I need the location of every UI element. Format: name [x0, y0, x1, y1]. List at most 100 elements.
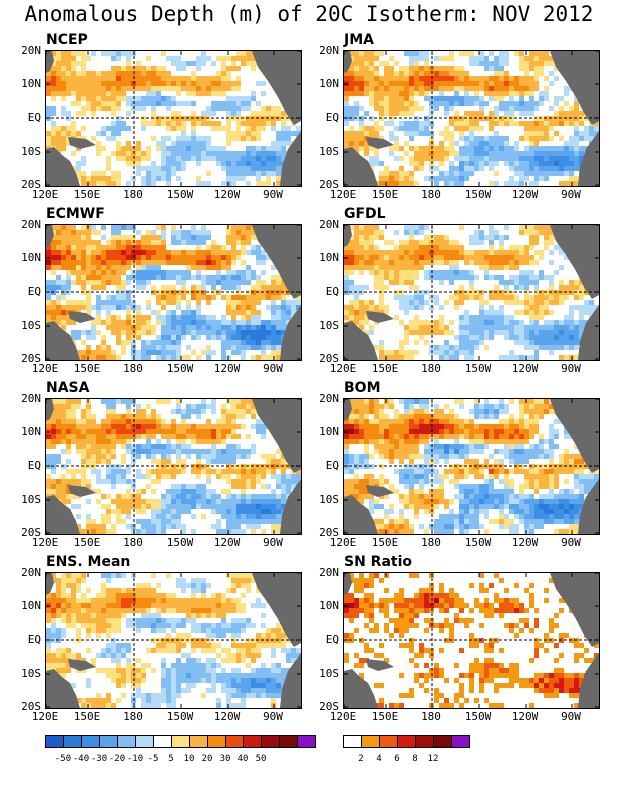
lat-tick-label: EQ — [27, 459, 41, 472]
lon-tick-label: 120W — [213, 188, 241, 201]
lat-tick-label: 10S — [319, 145, 339, 158]
lat-tick-label: 20N — [21, 566, 41, 579]
lat-tick-label: EQ — [27, 111, 41, 124]
lon-tick-label: 150W — [464, 362, 492, 375]
lon-tick-label: 90W — [263, 536, 283, 549]
lon-tick-label: 150E — [371, 362, 399, 375]
colorbar-swatch — [398, 736, 416, 747]
colorbar-swatch — [46, 736, 64, 747]
colorbar-swatch — [298, 736, 315, 747]
lon-tick-label: 150E — [73, 536, 101, 549]
lon-tick-label: 120E — [31, 188, 59, 201]
colorbar-label: 12 — [427, 754, 439, 764]
anomaly-colorbar — [45, 735, 316, 748]
lat-tick-label: 10S — [319, 319, 339, 332]
land-new-guinea — [366, 485, 394, 497]
lat-tick-label: 20S — [21, 178, 41, 191]
land-australia — [344, 669, 378, 708]
lat-tick-label: 10N — [21, 251, 41, 264]
land-new-guinea — [366, 137, 394, 149]
lon-tick-label: 120E — [329, 188, 357, 201]
land-south-america — [578, 479, 599, 534]
land-central-america — [550, 399, 599, 473]
lat-tick-label: 10N — [21, 77, 41, 90]
map-canvas — [344, 573, 599, 708]
land-central-america — [550, 573, 599, 647]
figure-title: Anomalous Depth (m) of 20C Isotherm: NOV… — [24, 2, 594, 26]
land-central-america — [252, 573, 301, 647]
lat-tick-label: 10S — [21, 493, 41, 506]
colorbar-label: 50 — [255, 754, 267, 764]
land-south-america — [280, 131, 301, 186]
colorbar-label: -40 — [72, 754, 90, 764]
lon-tick-label: 90W — [561, 710, 581, 723]
lon-tick-label: 150E — [371, 536, 399, 549]
map-panel-ncep — [45, 50, 302, 187]
lon-tick-label: 120W — [511, 710, 539, 723]
colorbar-label: 4 — [376, 754, 382, 764]
land-south-america — [280, 479, 301, 534]
lon-tick-label: 150W — [166, 536, 194, 549]
panel-label: ENS. Mean — [46, 554, 131, 570]
land-australia — [46, 669, 80, 708]
lat-tick-label: 20N — [319, 44, 339, 57]
lon-tick-label: 120W — [511, 188, 539, 201]
lat-tick-label: 20S — [319, 526, 339, 539]
colorbar-label: 20 — [201, 754, 213, 764]
lon-tick-label: 150W — [166, 710, 194, 723]
lat-tick-label: 10S — [21, 667, 41, 680]
lat-tick-label: 10S — [319, 667, 339, 680]
lat-tick-label: 20S — [21, 700, 41, 713]
lon-tick-label: 120W — [213, 710, 241, 723]
land-central-america — [252, 225, 301, 299]
lon-tick-label: 120W — [213, 362, 241, 375]
colorbar-swatch — [172, 736, 190, 747]
lat-tick-label: 20N — [319, 218, 339, 231]
land-south-america — [578, 305, 599, 360]
ratio-colorbar — [343, 735, 470, 748]
colorbar-swatch — [154, 736, 172, 747]
colorbar-swatch — [118, 736, 136, 747]
lat-tick-label: 10N — [319, 599, 339, 612]
lat-tick-label: 20S — [21, 352, 41, 365]
lon-tick-label: 120E — [31, 362, 59, 375]
lat-tick-label: EQ — [325, 633, 339, 646]
lon-tick-label: 90W — [561, 362, 581, 375]
map-panel-ens-mean — [45, 572, 302, 709]
lon-tick-label: 150W — [464, 710, 492, 723]
lon-tick-label: 150W — [464, 188, 492, 201]
lon-tick-label: 90W — [263, 710, 283, 723]
land-philippines — [46, 225, 54, 247]
land-new-guinea — [68, 659, 96, 671]
lat-tick-label: 10S — [319, 493, 339, 506]
lat-tick-label: 20N — [319, 392, 339, 405]
lon-tick-label: 120W — [511, 536, 539, 549]
colorbar-swatch — [380, 736, 398, 747]
land-philippines — [344, 51, 352, 73]
lon-tick-label: 150W — [166, 362, 194, 375]
lat-tick-label: 20N — [319, 566, 339, 579]
lon-tick-label: 180 — [123, 710, 143, 723]
land-central-america — [252, 399, 301, 473]
lon-tick-label: 150E — [73, 362, 101, 375]
lat-tick-label: 20S — [319, 178, 339, 191]
map-canvas — [46, 573, 301, 708]
map-panel-gfdl — [343, 224, 600, 361]
lon-tick-label: 120E — [329, 536, 357, 549]
colorbar-swatch — [82, 736, 100, 747]
map-canvas — [344, 225, 599, 360]
lon-tick-label: 120E — [329, 710, 357, 723]
colorbar-swatch — [344, 736, 362, 747]
land-central-america — [550, 225, 599, 299]
lat-tick-label: 10S — [21, 145, 41, 158]
lon-tick-label: 150W — [464, 536, 492, 549]
map-canvas — [46, 51, 301, 186]
land-new-guinea — [68, 485, 96, 497]
lon-tick-label: 150W — [166, 188, 194, 201]
lon-tick-label: 180 — [421, 362, 441, 375]
lon-tick-label: 120W — [213, 536, 241, 549]
land-central-america — [252, 51, 301, 125]
lon-tick-label: 180 — [123, 362, 143, 375]
colorbar-label: 40 — [237, 754, 249, 764]
panel-label: ECMWF — [46, 206, 105, 222]
